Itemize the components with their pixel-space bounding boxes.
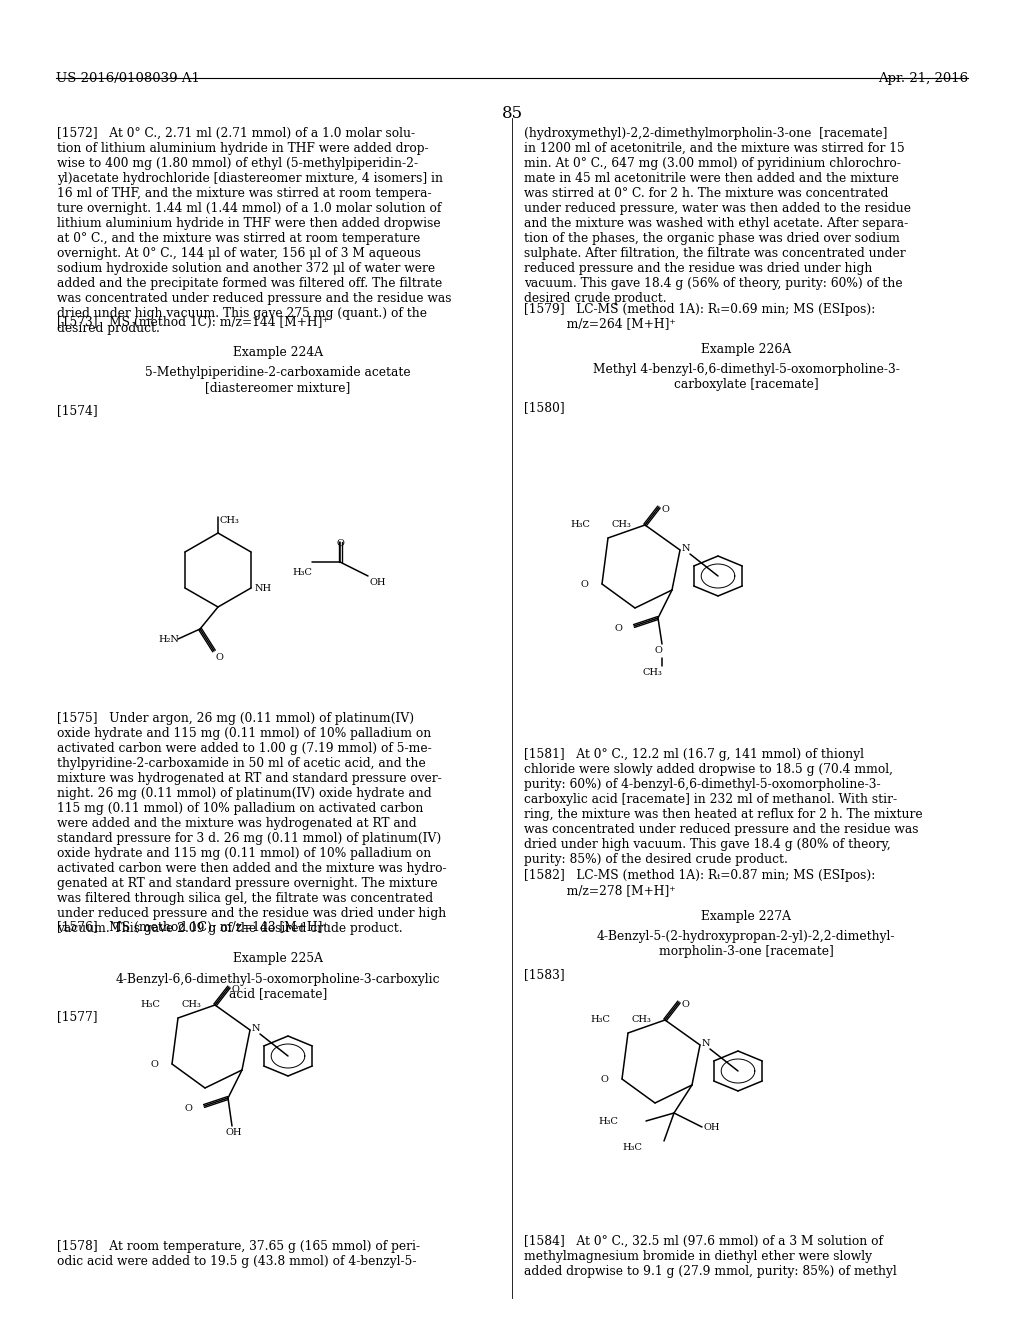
Text: 4-Benzyl-6,6-dimethyl-5-oxomorpholine-3-carboxylic
acid [racemate]: 4-Benzyl-6,6-dimethyl-5-oxomorpholine-3-… xyxy=(116,973,440,1001)
Text: Apr. 21, 2016: Apr. 21, 2016 xyxy=(878,73,968,84)
Text: O: O xyxy=(614,624,622,634)
Text: [1574]: [1574] xyxy=(57,404,97,417)
Text: H₃C: H₃C xyxy=(292,568,312,577)
Text: [1577]: [1577] xyxy=(57,1010,97,1023)
Text: [1583]: [1583] xyxy=(524,968,564,981)
Text: 85: 85 xyxy=(502,106,522,121)
Text: O: O xyxy=(654,645,662,655)
Text: O: O xyxy=(216,653,224,663)
Text: CH₃: CH₃ xyxy=(182,1001,202,1008)
Text: Example 225A: Example 225A xyxy=(233,952,323,965)
Text: Methyl 4-benzyl-6,6-dimethyl-5-oxomorpholine-3-
carboxylate [racemate]: Methyl 4-benzyl-6,6-dimethyl-5-oxomorpho… xyxy=(593,363,899,391)
Text: O: O xyxy=(581,579,588,589)
Text: [1579]   LC-MS (method 1A): Rₜ=0.69 min; MS (ESIpos):
           m/z=264 [M+H]⁺: [1579] LC-MS (method 1A): Rₜ=0.69 min; M… xyxy=(524,302,876,330)
Text: [1572]   At 0° C., 2.71 ml (2.71 mmol) of a 1.0 molar solu-
tion of lithium alum: [1572] At 0° C., 2.71 ml (2.71 mmol) of … xyxy=(57,127,452,335)
Text: [1576]   MS (method 1C): m/z=143 [M+H]⁺: [1576] MS (method 1C): m/z=143 [M+H]⁺ xyxy=(57,921,329,935)
Text: [1575]   Under argon, 26 mg (0.11 mmol) of platinum(IV)
oxide hydrate and 115 mg: [1575] Under argon, 26 mg (0.11 mmol) of… xyxy=(57,711,446,935)
Text: CH₃: CH₃ xyxy=(612,520,632,529)
Text: Example 226A: Example 226A xyxy=(701,343,792,356)
Text: NH: NH xyxy=(255,583,272,593)
Text: US 2016/0108039 A1: US 2016/0108039 A1 xyxy=(56,73,200,84)
Text: H₃C: H₃C xyxy=(623,1143,642,1152)
Text: OH: OH xyxy=(226,1129,243,1137)
Text: 4-Benzyl-5-(2-hydroxypropan-2-yl)-2,2-dimethyl-
morpholin-3-one [racemate]: 4-Benzyl-5-(2-hydroxypropan-2-yl)-2,2-di… xyxy=(597,931,895,958)
Text: H₂N: H₂N xyxy=(158,635,179,644)
Text: H₃C: H₃C xyxy=(140,1001,160,1008)
Text: [1584]   At 0° C., 32.5 ml (97.6 mmol) of a 3 M solution of
methylmagnesium brom: [1584] At 0° C., 32.5 ml (97.6 mmol) of … xyxy=(524,1236,897,1278)
Text: N: N xyxy=(252,1024,260,1034)
Text: O: O xyxy=(681,1001,689,1008)
Text: O: O xyxy=(151,1060,158,1069)
Text: [1578]   At room temperature, 37.65 g (165 mmol) of peri-
odic acid were added t: [1578] At room temperature, 37.65 g (165… xyxy=(57,1239,420,1269)
Text: [1580]: [1580] xyxy=(524,401,564,414)
Text: 5-Methylpiperidine-2-carboxamide acetate
[diastereomer mixture]: 5-Methylpiperidine-2-carboxamide acetate… xyxy=(145,366,411,393)
Text: (hydroxymethyl)-2,2-dimethylmorpholin-3-one  [racemate]
in 1200 ml of acetonitri: (hydroxymethyl)-2,2-dimethylmorpholin-3-… xyxy=(524,127,911,305)
Text: N: N xyxy=(702,1039,711,1048)
Text: Example 227A: Example 227A xyxy=(701,909,791,923)
Text: [1573]   MS (method 1C): m/z=144 [M+H]⁺: [1573] MS (method 1C): m/z=144 [M+H]⁺ xyxy=(57,315,329,329)
Text: H₃C: H₃C xyxy=(570,520,590,529)
Text: N: N xyxy=(682,544,690,553)
Text: O: O xyxy=(662,506,669,513)
Text: CH₃: CH₃ xyxy=(220,516,240,525)
Text: O: O xyxy=(336,539,344,548)
Text: [1582]   LC-MS (method 1A): Rₜ=0.87 min; MS (ESIpos):
           m/z=278 [M+H]⁺: [1582] LC-MS (method 1A): Rₜ=0.87 min; M… xyxy=(524,870,876,898)
Text: O: O xyxy=(231,985,239,994)
Text: O: O xyxy=(184,1104,193,1113)
Text: OH: OH xyxy=(705,1123,721,1133)
Text: H₃C: H₃C xyxy=(598,1117,618,1126)
Text: H₃C: H₃C xyxy=(590,1015,610,1024)
Text: O: O xyxy=(600,1074,608,1084)
Text: OH: OH xyxy=(370,578,386,587)
Text: CH₃: CH₃ xyxy=(632,1015,652,1024)
Text: Example 224A: Example 224A xyxy=(232,346,323,359)
Text: [1581]   At 0° C., 12.2 ml (16.7 g, 141 mmol) of thionyl
chloride were slowly ad: [1581] At 0° C., 12.2 ml (16.7 g, 141 mm… xyxy=(524,748,923,866)
Text: CH₃: CH₃ xyxy=(642,668,662,677)
